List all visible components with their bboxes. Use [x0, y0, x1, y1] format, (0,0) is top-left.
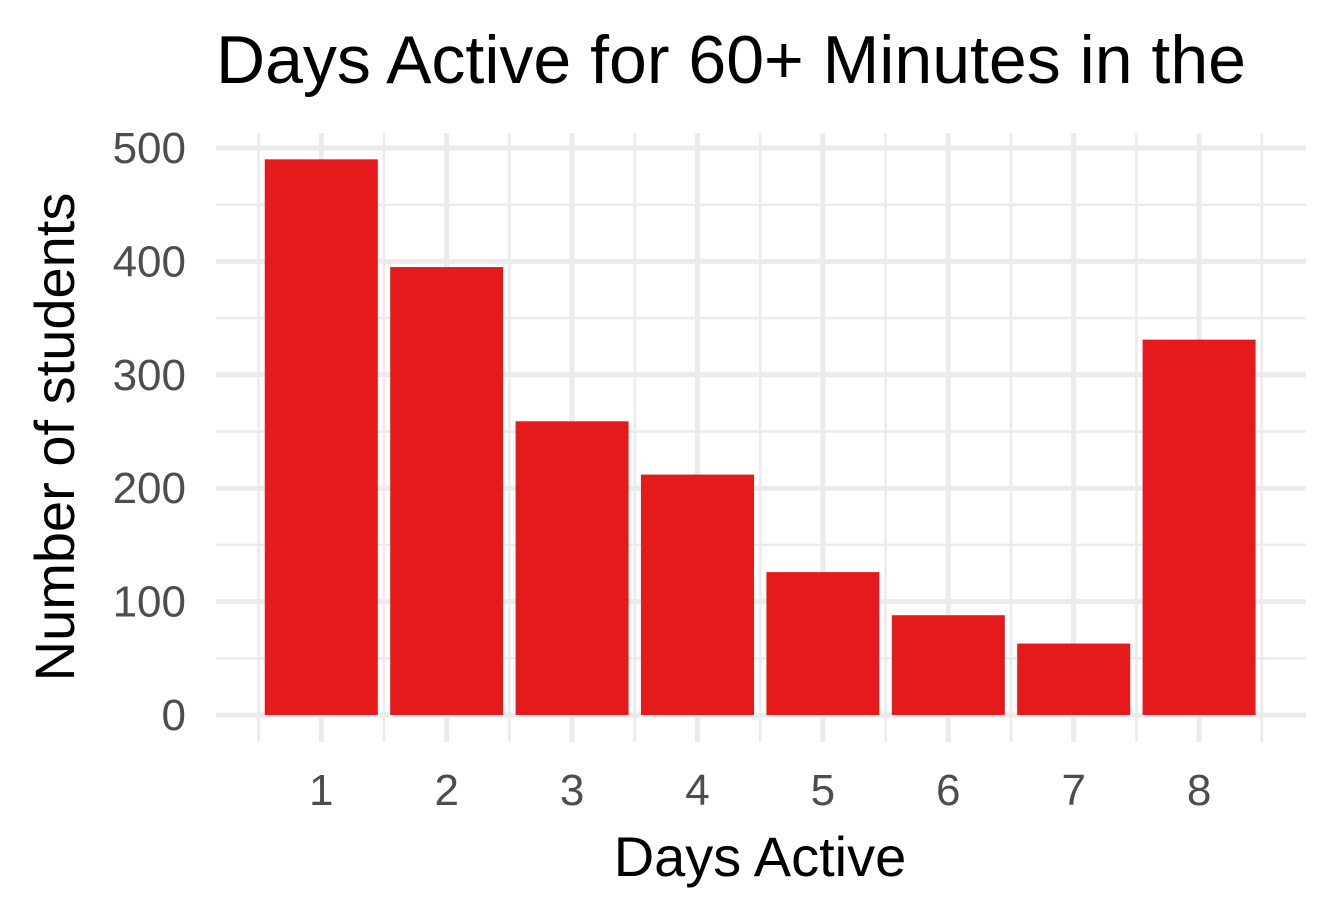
bar-7: [1017, 643, 1131, 715]
x-tick-label: 7: [1061, 766, 1085, 815]
gridlines: [216, 133, 1306, 742]
bar-4: [641, 474, 754, 715]
x-tick-label: 2: [434, 766, 458, 815]
bar-5: [766, 572, 880, 715]
bar-2: [390, 267, 504, 715]
y-tick-label: 400: [113, 237, 186, 286]
y-tick-label: 300: [113, 351, 186, 400]
x-tick-label: 3: [560, 766, 584, 815]
y-tick-label: 100: [113, 578, 186, 627]
chart-title: Days Active for 60+ Minutes in the: [216, 22, 1246, 98]
bar-3: [515, 421, 629, 715]
x-tick-label: 8: [1187, 766, 1211, 815]
bar-8: [1142, 339, 1256, 715]
y-axis-ticks: 0 100 200 300 400 500: [113, 124, 186, 740]
x-tick-label: 1: [309, 766, 333, 815]
x-axis-ticks: 1 2 3 4 5 6 7 8: [309, 766, 1211, 815]
x-tick-label: 4: [685, 766, 709, 815]
bar-6: [891, 615, 1005, 715]
bar-1: [264, 159, 378, 716]
y-tick-label: 200: [113, 464, 186, 513]
x-axis-label: Days Active: [614, 825, 907, 888]
y-tick-label: 500: [113, 124, 186, 173]
x-tick-label: 6: [936, 766, 960, 815]
y-tick-label: 0: [162, 691, 186, 740]
bars: [264, 159, 1256, 716]
y-axis-label: Number of students: [23, 193, 86, 682]
x-tick-label: 5: [811, 766, 835, 815]
